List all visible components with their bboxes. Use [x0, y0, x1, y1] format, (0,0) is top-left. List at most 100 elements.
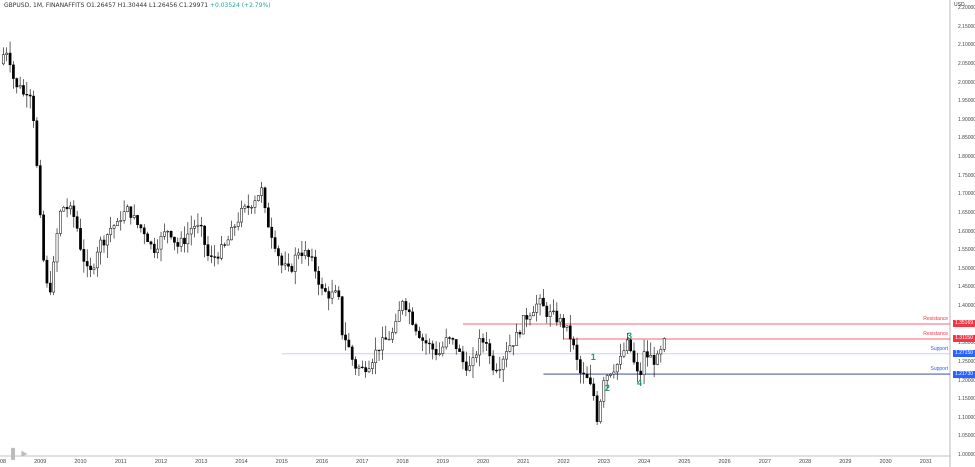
candle-body [243, 205, 247, 209]
candle-body [602, 380, 606, 402]
candle-body [397, 310, 401, 322]
candle-body [401, 301, 404, 311]
candle-body [471, 357, 475, 367]
candle-body [391, 332, 394, 340]
candle-body [340, 296, 344, 336]
candle-body [233, 226, 237, 228]
candle-body [538, 297, 542, 305]
candle-body [501, 358, 505, 370]
x-tick-label: 2020 [476, 459, 490, 465]
candle-body [605, 375, 609, 381]
y-tick-label: 1.95000 [958, 98, 975, 105]
candle-body [132, 215, 136, 218]
candle-body [250, 207, 253, 209]
candle-body [421, 337, 425, 341]
candle-body [548, 311, 552, 317]
resistance-price-tag: 1.35169 [953, 320, 975, 328]
candle-body [18, 85, 22, 88]
candle-body [354, 359, 357, 369]
x-tick-label: 2024 [637, 459, 651, 465]
candle-body [42, 214, 45, 261]
candle-body [619, 355, 622, 365]
candle-body [136, 215, 139, 225]
candle-body [424, 340, 428, 344]
candle-body [367, 368, 371, 373]
candle-body [280, 255, 284, 266]
candle-body [327, 291, 331, 299]
candle-body [263, 187, 267, 209]
candle-body [92, 267, 96, 270]
candle-body [260, 187, 264, 196]
wave-label: 2 [604, 382, 610, 393]
candle-body [622, 350, 626, 357]
y-tick-label: 1.30000 [958, 340, 975, 347]
candle-body [313, 256, 317, 272]
candle-body [612, 371, 616, 375]
candle-body [226, 239, 230, 246]
candle-body [629, 339, 632, 352]
resistance-price-tag: 1.31150 [953, 335, 975, 343]
candle-body [102, 239, 106, 246]
candle-body [444, 337, 448, 348]
x-tick-label: 2015 [275, 459, 288, 465]
candle-body [552, 310, 555, 313]
candle-body [163, 231, 166, 237]
candle-body [220, 244, 223, 259]
candle-body [2, 54, 5, 65]
candle-body [307, 250, 310, 257]
candle-body [112, 225, 116, 229]
candle-body [344, 334, 347, 341]
candle-body [62, 206, 66, 212]
candle-body [347, 339, 351, 348]
candle-body [334, 290, 337, 293]
candle-body [562, 317, 565, 328]
candle-body [572, 338, 575, 346]
candle-body [213, 256, 217, 258]
y-tick-label: 2.15000 [958, 23, 975, 30]
y-tick-label: 1.55000 [958, 247, 975, 254]
candle-body [515, 332, 518, 346]
candle-body [478, 338, 482, 356]
candle-body [381, 337, 384, 351]
candle-body [518, 332, 522, 335]
candle-body [371, 362, 374, 369]
wave-label: 3 [626, 330, 632, 341]
candle-body [394, 321, 398, 333]
candle-body [35, 120, 39, 166]
y-tick-label: 1.70000 [958, 191, 975, 198]
y-tick-label: 1.25000 [958, 358, 975, 365]
candle-body [146, 233, 149, 243]
y-tick-label: 1.15000 [958, 396, 975, 403]
y-tick-label: 1.20000 [958, 377, 975, 384]
candle-body [508, 345, 512, 352]
candle-body [498, 369, 502, 371]
candle-body [411, 311, 414, 325]
candle-body [119, 220, 123, 222]
candle-body [558, 317, 562, 323]
candle-body [5, 52, 9, 55]
candle-body [431, 343, 435, 350]
candle-body [273, 237, 277, 249]
candle-body [166, 230, 170, 233]
candle-body [45, 259, 49, 284]
candle-body [458, 348, 461, 352]
symbol-header: GBPUSD, 1M, FINANAFFITS O1.26457 H1.3044… [4, 2, 270, 9]
candle-body [357, 366, 361, 369]
candle-body [525, 315, 529, 320]
candle-body [632, 350, 636, 363]
x-tick-label: 2011 [114, 459, 127, 465]
candle-body [505, 351, 508, 360]
candle-body [324, 288, 327, 292]
candle-body [189, 227, 193, 235]
x-tick-label: 2019 [436, 459, 449, 465]
candle-body [142, 227, 146, 235]
candle-body [59, 210, 62, 234]
x-tick-label: 2014 [235, 459, 248, 465]
candle-body [116, 221, 119, 226]
y-tick-label: 1.40000 [958, 303, 975, 309]
candle-body [183, 237, 186, 245]
candle-body [256, 195, 260, 202]
candle-body [625, 339, 629, 351]
candle-body [65, 206, 69, 210]
